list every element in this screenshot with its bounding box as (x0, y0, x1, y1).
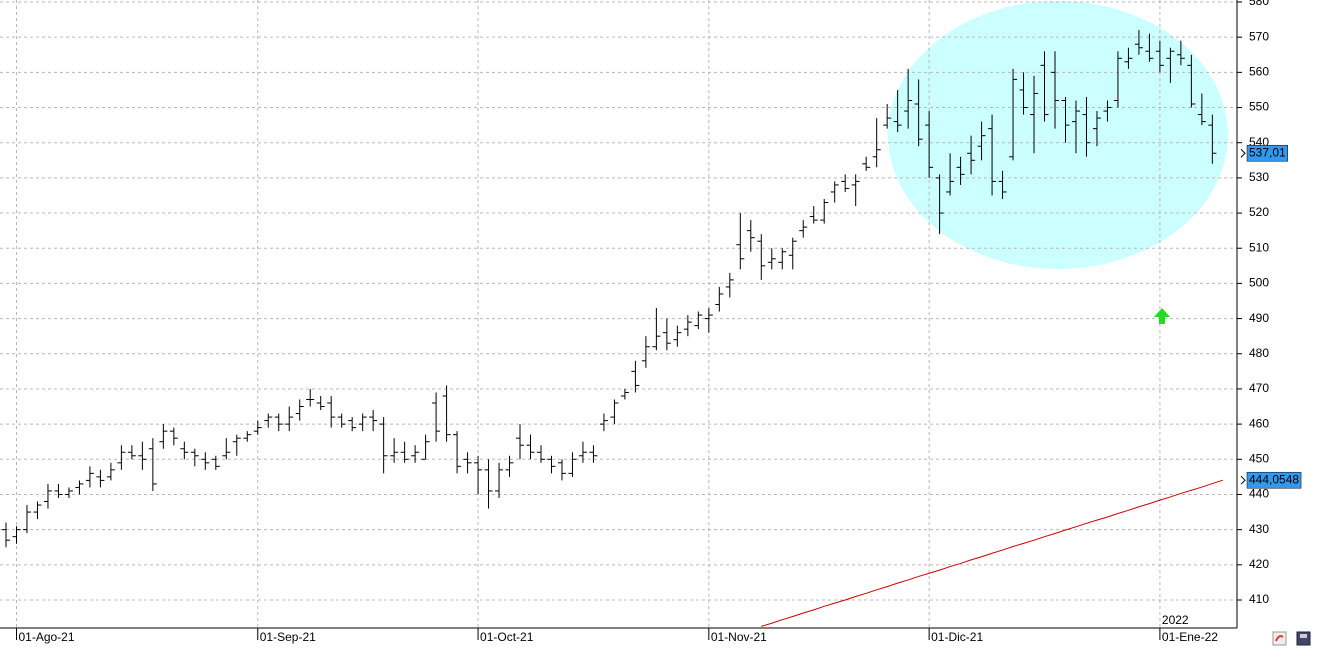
x-tick-label: 01-Sep-21 (260, 630, 316, 644)
price-tag-pointer (1240, 475, 1246, 485)
y-tick-label: 490 (1249, 311, 1269, 325)
y-tick-label: 460 (1249, 416, 1269, 430)
x-tick-label: 01-Ene-22 (1162, 630, 1218, 644)
y-tick-label: 500 (1249, 276, 1269, 290)
y-tick-label: 410 (1249, 592, 1269, 606)
highlight-ellipse (888, 1, 1228, 269)
x-tick-label: 01-Oct-21 (480, 630, 534, 644)
save-icon-glyph (1300, 634, 1307, 638)
y-tick-label: 580 (1249, 0, 1269, 8)
x-tick-label: 01-Ago-21 (18, 630, 74, 644)
y-tick-label: 520 (1249, 205, 1269, 219)
settings-icon[interactable] (1272, 631, 1287, 646)
moving-average (761, 479, 1223, 627)
price-tag (1246, 144, 1288, 162)
y-tick-label: 420 (1249, 557, 1269, 571)
price-tag (1246, 471, 1302, 489)
y-tick-label: 510 (1249, 240, 1269, 254)
year-label: 2022 (1162, 613, 1189, 627)
price-tag-label: 537,01 (1249, 145, 1286, 159)
y-tick-label: 560 (1249, 65, 1269, 79)
price-tag-label: 444,0548 (1249, 472, 1299, 486)
x-tick-label: 01-Nov-21 (711, 630, 767, 644)
y-tick-label: 480 (1249, 346, 1269, 360)
y-tick-label: 470 (1249, 381, 1269, 395)
y-tick-label: 570 (1249, 29, 1269, 43)
marks (2, 30, 1223, 627)
buy-arrow (1154, 308, 1170, 324)
grid (0, 0, 1237, 628)
icon-glyph (1275, 635, 1284, 642)
y-tick-label: 550 (1249, 100, 1269, 114)
x-tick-label: 01-Dic-21 (931, 630, 983, 644)
price-tag-pointer (1240, 148, 1246, 158)
y-tick-label: 440 (1249, 487, 1269, 501)
y-tick-label: 530 (1249, 170, 1269, 184)
y-tick-label: 450 (1249, 451, 1269, 465)
y-tick-label: 430 (1249, 522, 1269, 536)
save-icon[interactable] (1296, 631, 1311, 646)
